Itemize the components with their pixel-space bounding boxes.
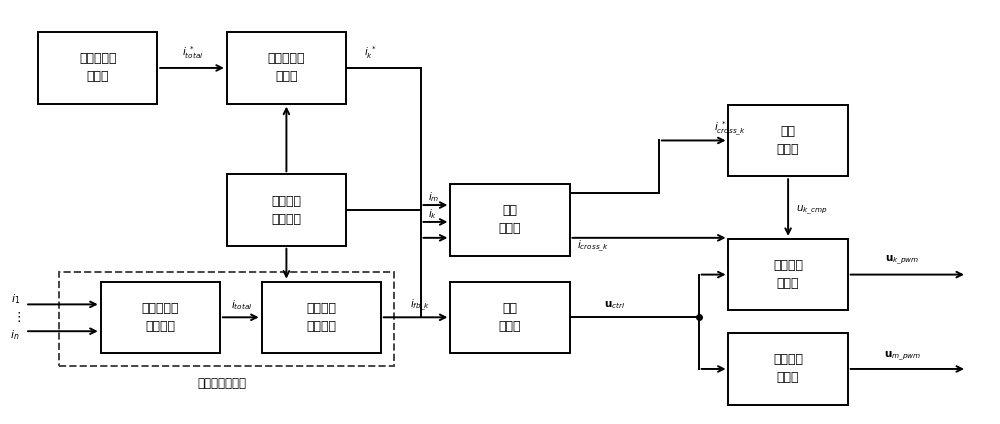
Bar bbox=[450, 184, 570, 256]
Bar bbox=[101, 282, 220, 353]
Bar bbox=[728, 239, 848, 310]
Text: $i_{total}^{\ *}$: $i_{total}^{\ *}$ bbox=[182, 45, 204, 61]
Text: $\mathbf{u}_{ctrl}$: $\mathbf{u}_{ctrl}$ bbox=[604, 299, 625, 311]
Text: $\mathbf{u}_{m\_pwm}$: $\mathbf{u}_{m\_pwm}$ bbox=[884, 349, 921, 363]
Bar bbox=[728, 333, 848, 405]
Text: 环流
计算器: 环流 计算器 bbox=[499, 204, 521, 235]
Text: $i_{total}$: $i_{total}$ bbox=[231, 298, 252, 312]
Bar bbox=[38, 32, 157, 104]
Text: 环流
控制器: 环流 控制器 bbox=[777, 125, 799, 156]
Text: 总电流指令
分配器: 总电流指令 分配器 bbox=[268, 53, 305, 84]
Text: 调制信号
生成器: 调制信号 生成器 bbox=[773, 259, 803, 290]
Text: 反馈电流
计算单元: 反馈电流 计算单元 bbox=[306, 302, 336, 333]
Text: 总电流指令
生成器: 总电流指令 生成器 bbox=[79, 53, 116, 84]
Text: 调制信号
生成器: 调制信号 生成器 bbox=[773, 354, 803, 385]
Bar bbox=[262, 282, 381, 353]
Text: $i_{fb\_k}$: $i_{fb\_k}$ bbox=[410, 298, 431, 313]
Bar bbox=[227, 174, 346, 246]
Bar bbox=[227, 32, 346, 104]
Bar bbox=[728, 105, 848, 176]
Text: $i_m$: $i_m$ bbox=[428, 190, 440, 204]
Bar bbox=[450, 282, 570, 353]
Text: $i_1$: $i_1$ bbox=[11, 293, 20, 306]
Text: $i_{cross\_k}^{\ *}$: $i_{cross\_k}^{\ *}$ bbox=[714, 120, 746, 138]
Text: $u_{k\_cmp}$: $u_{k\_cmp}$ bbox=[796, 204, 828, 217]
Text: $i_{cross\_k}$: $i_{cross\_k}$ bbox=[577, 239, 609, 254]
Text: $i_n$: $i_n$ bbox=[10, 328, 20, 342]
Text: ⋮: ⋮ bbox=[12, 311, 24, 324]
Text: 反馈电流计算器: 反馈电流计算器 bbox=[197, 377, 246, 391]
Bar bbox=[59, 272, 394, 366]
Text: 权重系数
确定单元: 权重系数 确定单元 bbox=[271, 195, 301, 226]
Text: $i_k$: $i_k$ bbox=[428, 207, 438, 221]
Text: $i_k^{\ *}$: $i_k^{\ *}$ bbox=[364, 45, 377, 61]
Text: $\mathbf{u}_{k\_pwm}$: $\mathbf{u}_{k\_pwm}$ bbox=[885, 254, 920, 267]
Text: 总输出电流
计算单元: 总输出电流 计算单元 bbox=[141, 302, 179, 333]
Text: 电流
控制器: 电流 控制器 bbox=[499, 302, 521, 333]
